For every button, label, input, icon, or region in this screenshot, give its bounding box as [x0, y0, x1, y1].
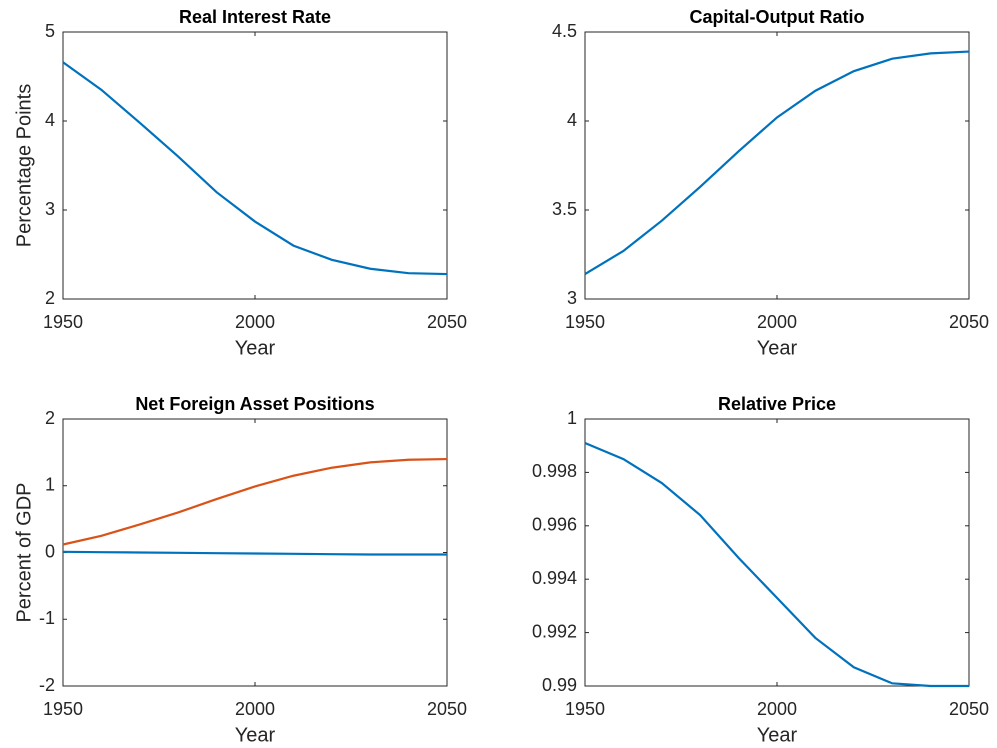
y-tick-label: 5 [45, 21, 55, 41]
x-axis-label: Year [235, 337, 276, 359]
y-axis-label: Percent of GDP [13, 482, 35, 622]
line-series [62, 457, 448, 546]
y-tick-label: 4 [567, 110, 577, 130]
y-tick-label: 4 [45, 110, 55, 130]
y-tick-label: 0.992 [532, 621, 577, 641]
x-tick-label: 1950 [565, 312, 605, 332]
axes-box [584, 31, 970, 300]
y-tick-label: 2 [45, 408, 55, 428]
y-tick-label: 1 [45, 475, 55, 495]
line-series [584, 50, 970, 276]
y-tick-label: 2 [45, 288, 55, 308]
x-tick-label: 2050 [427, 312, 467, 332]
x-axis-label: Year [757, 724, 798, 746]
y-tick-label: 0.994 [532, 568, 577, 588]
axes-box [62, 31, 448, 300]
x-tick-label: 2000 [235, 312, 275, 332]
x-tick-label: 2000 [235, 699, 275, 719]
y-tick-label: 0 [45, 541, 55, 561]
x-tick-label: 2000 [757, 699, 797, 719]
x-axis-label: Year [235, 724, 276, 746]
x-tick-label: 2050 [949, 312, 989, 332]
chart-title: Real Interest Rate [179, 7, 331, 27]
y-tick-label: 4.5 [552, 21, 577, 41]
y-tick-label: -2 [39, 675, 55, 695]
y-tick-label: 0.998 [532, 461, 577, 481]
x-axis-label: Year [757, 337, 798, 359]
chart-title: Relative Price [718, 394, 836, 414]
x-tick-label: 2050 [949, 699, 989, 719]
y-tick-label: -1 [39, 608, 55, 628]
chart-title: Capital-Output Ratio [690, 7, 865, 27]
x-tick-label: 1950 [43, 312, 83, 332]
y-tick-label: 3 [45, 199, 55, 219]
line-series [62, 550, 447, 556]
x-tick-label: 1950 [43, 699, 83, 719]
y-tick-label: 1 [567, 408, 577, 428]
y-tick-label: 0.99 [542, 675, 577, 695]
axes-box [584, 418, 970, 687]
y-tick-label: 0.996 [532, 515, 577, 535]
y-tick-label: 3 [567, 288, 577, 308]
x-tick-label: 2050 [427, 699, 467, 719]
y-tick-label: 3.5 [552, 199, 577, 219]
line-series [62, 61, 448, 276]
x-tick-label: 2000 [757, 312, 797, 332]
x-tick-label: 1950 [565, 699, 605, 719]
line-series [584, 442, 969, 688]
y-axis-label: Percentage Points [13, 84, 35, 247]
chart-title: Net Foreign Asset Positions [135, 394, 374, 414]
